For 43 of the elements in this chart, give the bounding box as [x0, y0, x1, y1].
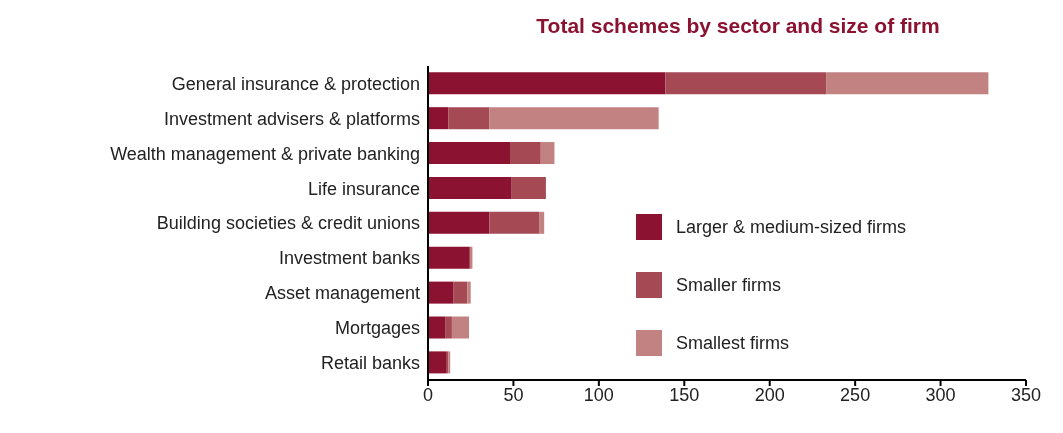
x-tick-label: 350 — [1010, 384, 1042, 405]
y-tick-label: Asset management — [264, 283, 420, 304]
y-tick-label: Retail banks — [320, 352, 420, 373]
y-tick-label: Wealth management & private banking — [110, 143, 420, 164]
bar — [451, 316, 470, 339]
y-tick-label: Life insurance — [307, 178, 420, 199]
bar — [467, 281, 471, 304]
bar — [428, 281, 454, 304]
y-tick-label: Building societies & credit unions — [156, 213, 420, 234]
bar — [428, 142, 511, 165]
bar — [428, 176, 512, 199]
bar — [511, 176, 546, 199]
bar — [428, 72, 666, 95]
bar — [448, 107, 490, 130]
bar — [428, 351, 447, 374]
bar — [453, 281, 468, 304]
chart-title: Total schemes by sector and size of firm — [535, 14, 941, 38]
legend-label: Smallest firms — [676, 332, 790, 354]
x-tick-label: 50 — [503, 384, 524, 405]
bar — [510, 142, 541, 165]
bar — [539, 211, 545, 234]
bar — [428, 316, 446, 339]
bar — [489, 107, 659, 130]
y-tick-label: Mortgages — [334, 318, 420, 339]
x-tick-label: 100 — [583, 384, 614, 405]
y-tick-label: General insurance & protection — [171, 73, 420, 94]
bar — [445, 316, 452, 339]
bar — [428, 107, 449, 130]
bar — [665, 72, 827, 95]
x-tick-label: 150 — [669, 384, 700, 405]
bar — [428, 211, 490, 234]
x-tick-label: 250 — [840, 384, 871, 405]
legend-label: Smaller firms — [676, 274, 782, 296]
x-tick-label: 300 — [925, 384, 956, 405]
y-tick-label: Investment advisers & platforms — [163, 108, 420, 129]
y-tick-label: Investment banks — [278, 248, 420, 269]
x-tick-label: 0 — [422, 384, 434, 405]
bar — [826, 72, 989, 95]
x-tick-label: 200 — [754, 384, 785, 405]
bar — [540, 142, 555, 165]
legend-label: Larger & medium-sized firms — [676, 216, 907, 238]
bar — [489, 211, 540, 234]
bar — [428, 246, 470, 269]
